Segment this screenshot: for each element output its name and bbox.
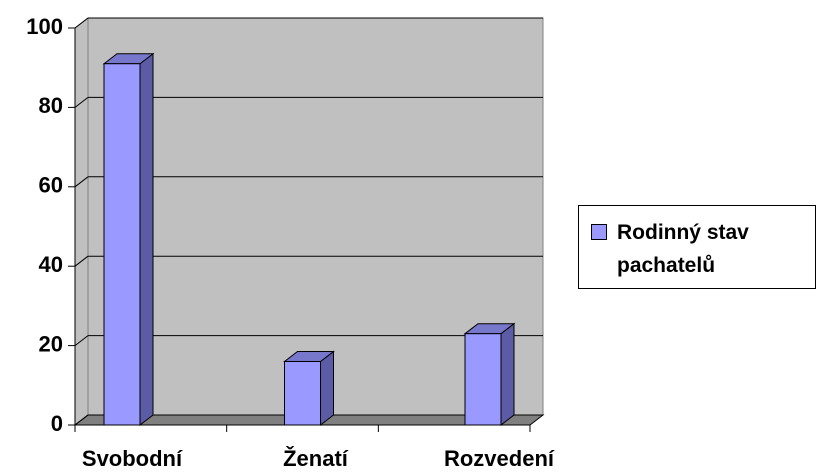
legend-label: Rodinný stav pachatelů <box>617 221 749 277</box>
y-tick-label: 60 <box>39 173 63 198</box>
bar-front <box>464 333 502 426</box>
side-wall <box>74 16 89 427</box>
bar <box>102 52 155 427</box>
grid-line-side <box>74 176 89 188</box>
y-tick-label: 40 <box>39 252 63 277</box>
grid-line-side <box>74 255 89 267</box>
grid-line-side <box>74 414 89 426</box>
x-tick-label: Ženatí <box>283 446 349 471</box>
x-tick-label: Svobodní <box>82 446 183 471</box>
grid-line-side <box>74 17 89 29</box>
bar-front <box>284 360 321 426</box>
y-tick-label: 0 <box>51 411 63 436</box>
bar-side <box>500 322 515 427</box>
bar-side <box>139 52 154 427</box>
bar <box>283 350 335 427</box>
legend-swatch <box>591 224 607 240</box>
y-tick-label: 100 <box>26 14 63 39</box>
grid-line-side <box>74 97 89 108</box>
grid-line-side <box>74 335 89 346</box>
legend: Rodinný stav pachatelů <box>578 205 816 289</box>
bar <box>463 322 516 427</box>
bar-side <box>320 350 334 427</box>
y-tick-label: 80 <box>39 93 63 118</box>
x-tick-label: Rozvedení <box>444 446 555 471</box>
bar-front <box>103 63 141 426</box>
y-tick-label: 20 <box>39 331 63 356</box>
